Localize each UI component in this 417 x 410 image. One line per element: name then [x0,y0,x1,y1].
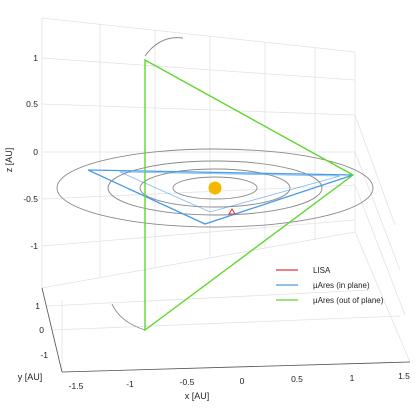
y-tick-label: 1 [35,301,40,311]
orbit-ring [172,176,258,200]
y-tick-labels: 1 0 -1 [35,301,48,360]
orbit-rings [56,148,374,228]
y-axis-label: y [AU] [18,372,43,382]
orbit-ring [107,160,323,216]
orbit-ring [56,148,374,228]
x-tick-label: -1.5 [69,381,84,391]
series-lisa-triangle [228,208,236,215]
series-outplane-triangle [144,58,355,332]
x-axis-label: x [AU] [185,391,210,401]
z-tick-labels: 1 0.5 0 -0.5 -1 [23,53,38,251]
x-tick-label: 0 [240,376,245,386]
out-of-plane-orbit-arc-top [144,37,184,57]
out-of-plane-orbit-arc-bottom [111,303,146,331]
grid-lines [41,17,411,373]
x-tick-label: -1 [126,379,134,389]
legend-label-inplane: µAres (in plane) [313,281,370,290]
x-tick-label: 1 [350,373,355,383]
x-tick-label: 0.5 [291,374,303,384]
y-tick-label: -1 [40,350,48,360]
series-inplane-triangle [87,169,354,225]
z-tick-label: 0 [33,147,38,157]
legend-label-outplane: µAres (out of plane) [313,296,384,305]
z-tick-label: -1 [30,241,38,251]
legend: LISA µAres (in plane) µAres (out of plan… [276,266,384,305]
legend-label-lisa: LISA [313,266,331,275]
z-tick-label: 0.5 [26,99,38,109]
axis-box [41,287,411,373]
z-axis-label: z [AU] [4,148,14,173]
orbit-ring [139,168,291,208]
y-tick-label: 0 [39,325,44,335]
sun-marker [208,181,222,195]
z-tick-label: 1 [33,53,38,63]
z-tick-label: -0.5 [23,194,38,204]
x-tick-label: -0.5 [180,377,195,387]
x-tick-label: 1.5 [398,371,410,381]
x-tick-labels: -1.5 -1 -0.5 0 0.5 1 1.5 [69,371,411,391]
series-inplane-triangle-inner [119,171,341,213]
